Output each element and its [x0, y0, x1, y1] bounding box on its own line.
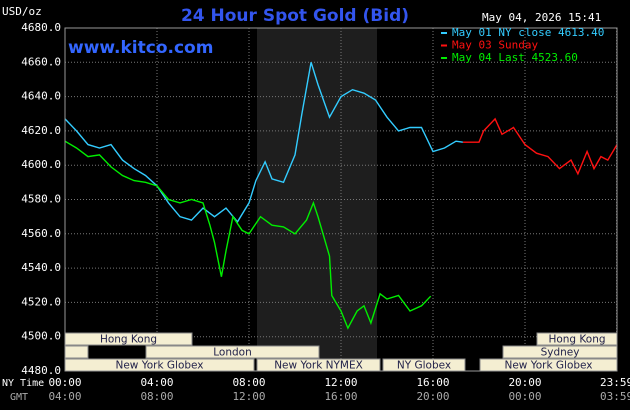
- series-line: [64, 62, 464, 223]
- x-tick-label: 20:00: [508, 376, 541, 389]
- session-label: New York NYMEX: [274, 360, 363, 372]
- legend-label: May 01 NY close 4613.40: [452, 26, 604, 39]
- gmt-tick-label: 08:00: [140, 390, 173, 403]
- session-label: New York Globex: [115, 360, 203, 372]
- site: www.kitco.com: [68, 38, 213, 58]
- legend-label: May 03 Sunday: [452, 39, 538, 52]
- gmt-tick-label: 03:59: [600, 390, 630, 403]
- plot-frame: [64, 27, 618, 372]
- session-label: Sydney: [541, 347, 580, 359]
- y-tick-label: 4480.0: [21, 364, 61, 377]
- y-tick-label: 4660.0: [21, 55, 61, 68]
- timestamp: May 04, 2026 15:41: [482, 11, 601, 24]
- y-tick-label: 4600.0: [21, 158, 61, 171]
- y-tick-label: 4540.0: [21, 261, 61, 274]
- x-tick-label: 16:00: [416, 376, 449, 389]
- session-label: London: [213, 347, 252, 359]
- session-label: New York Globex: [504, 360, 592, 372]
- y-label: USD/oz: [2, 5, 42, 18]
- x-tick-label: 12:00: [324, 376, 357, 389]
- y-tick-label: 4580.0: [21, 193, 61, 206]
- session-label: Hong Kong: [548, 334, 605, 346]
- series-line: [462, 117, 618, 176]
- y-tick-label: 4620.0: [21, 124, 61, 137]
- session-label: Hong Kong: [100, 334, 157, 346]
- x-tick-label: 23:59: [600, 376, 630, 389]
- y-tick-label: 4640.0: [21, 90, 61, 103]
- gmt-tick-label: 12:00: [232, 390, 265, 403]
- y-tick-label: 4560.0: [21, 227, 61, 240]
- x-row-label: GMT: [10, 392, 28, 403]
- x-row-label: NY Time: [2, 378, 44, 389]
- session-label: NY Globex: [397, 360, 451, 372]
- legend-label: May 04 Last 4523.60: [452, 51, 578, 64]
- session-bar: [145, 345, 320, 359]
- y-tick-label: 4500.0: [21, 330, 61, 343]
- chart-title: 24 Hour Spot Gold (Bid): [181, 6, 409, 26]
- session-bar: [64, 345, 89, 359]
- gmt-tick-label: 20:00: [416, 390, 449, 403]
- x-tick-label: 00:00: [48, 376, 81, 389]
- sessions: Hong Kong London New York Globex New York N…: [64, 332, 618, 372]
- y-tick-label: 4680.0: [21, 21, 61, 34]
- x-tick-label: 04:00: [140, 376, 173, 389]
- gmt-tick-label: 04:00: [48, 390, 81, 403]
- y-tick-label: 4520.0: [21, 295, 61, 308]
- gmt-tick-label: 16:00: [324, 390, 357, 403]
- gmt-tick-label: 00:00: [508, 390, 541, 403]
- lines: [64, 62, 618, 330]
- series-line: [64, 140, 432, 330]
- x-tick-label: 08:00: [232, 376, 265, 389]
